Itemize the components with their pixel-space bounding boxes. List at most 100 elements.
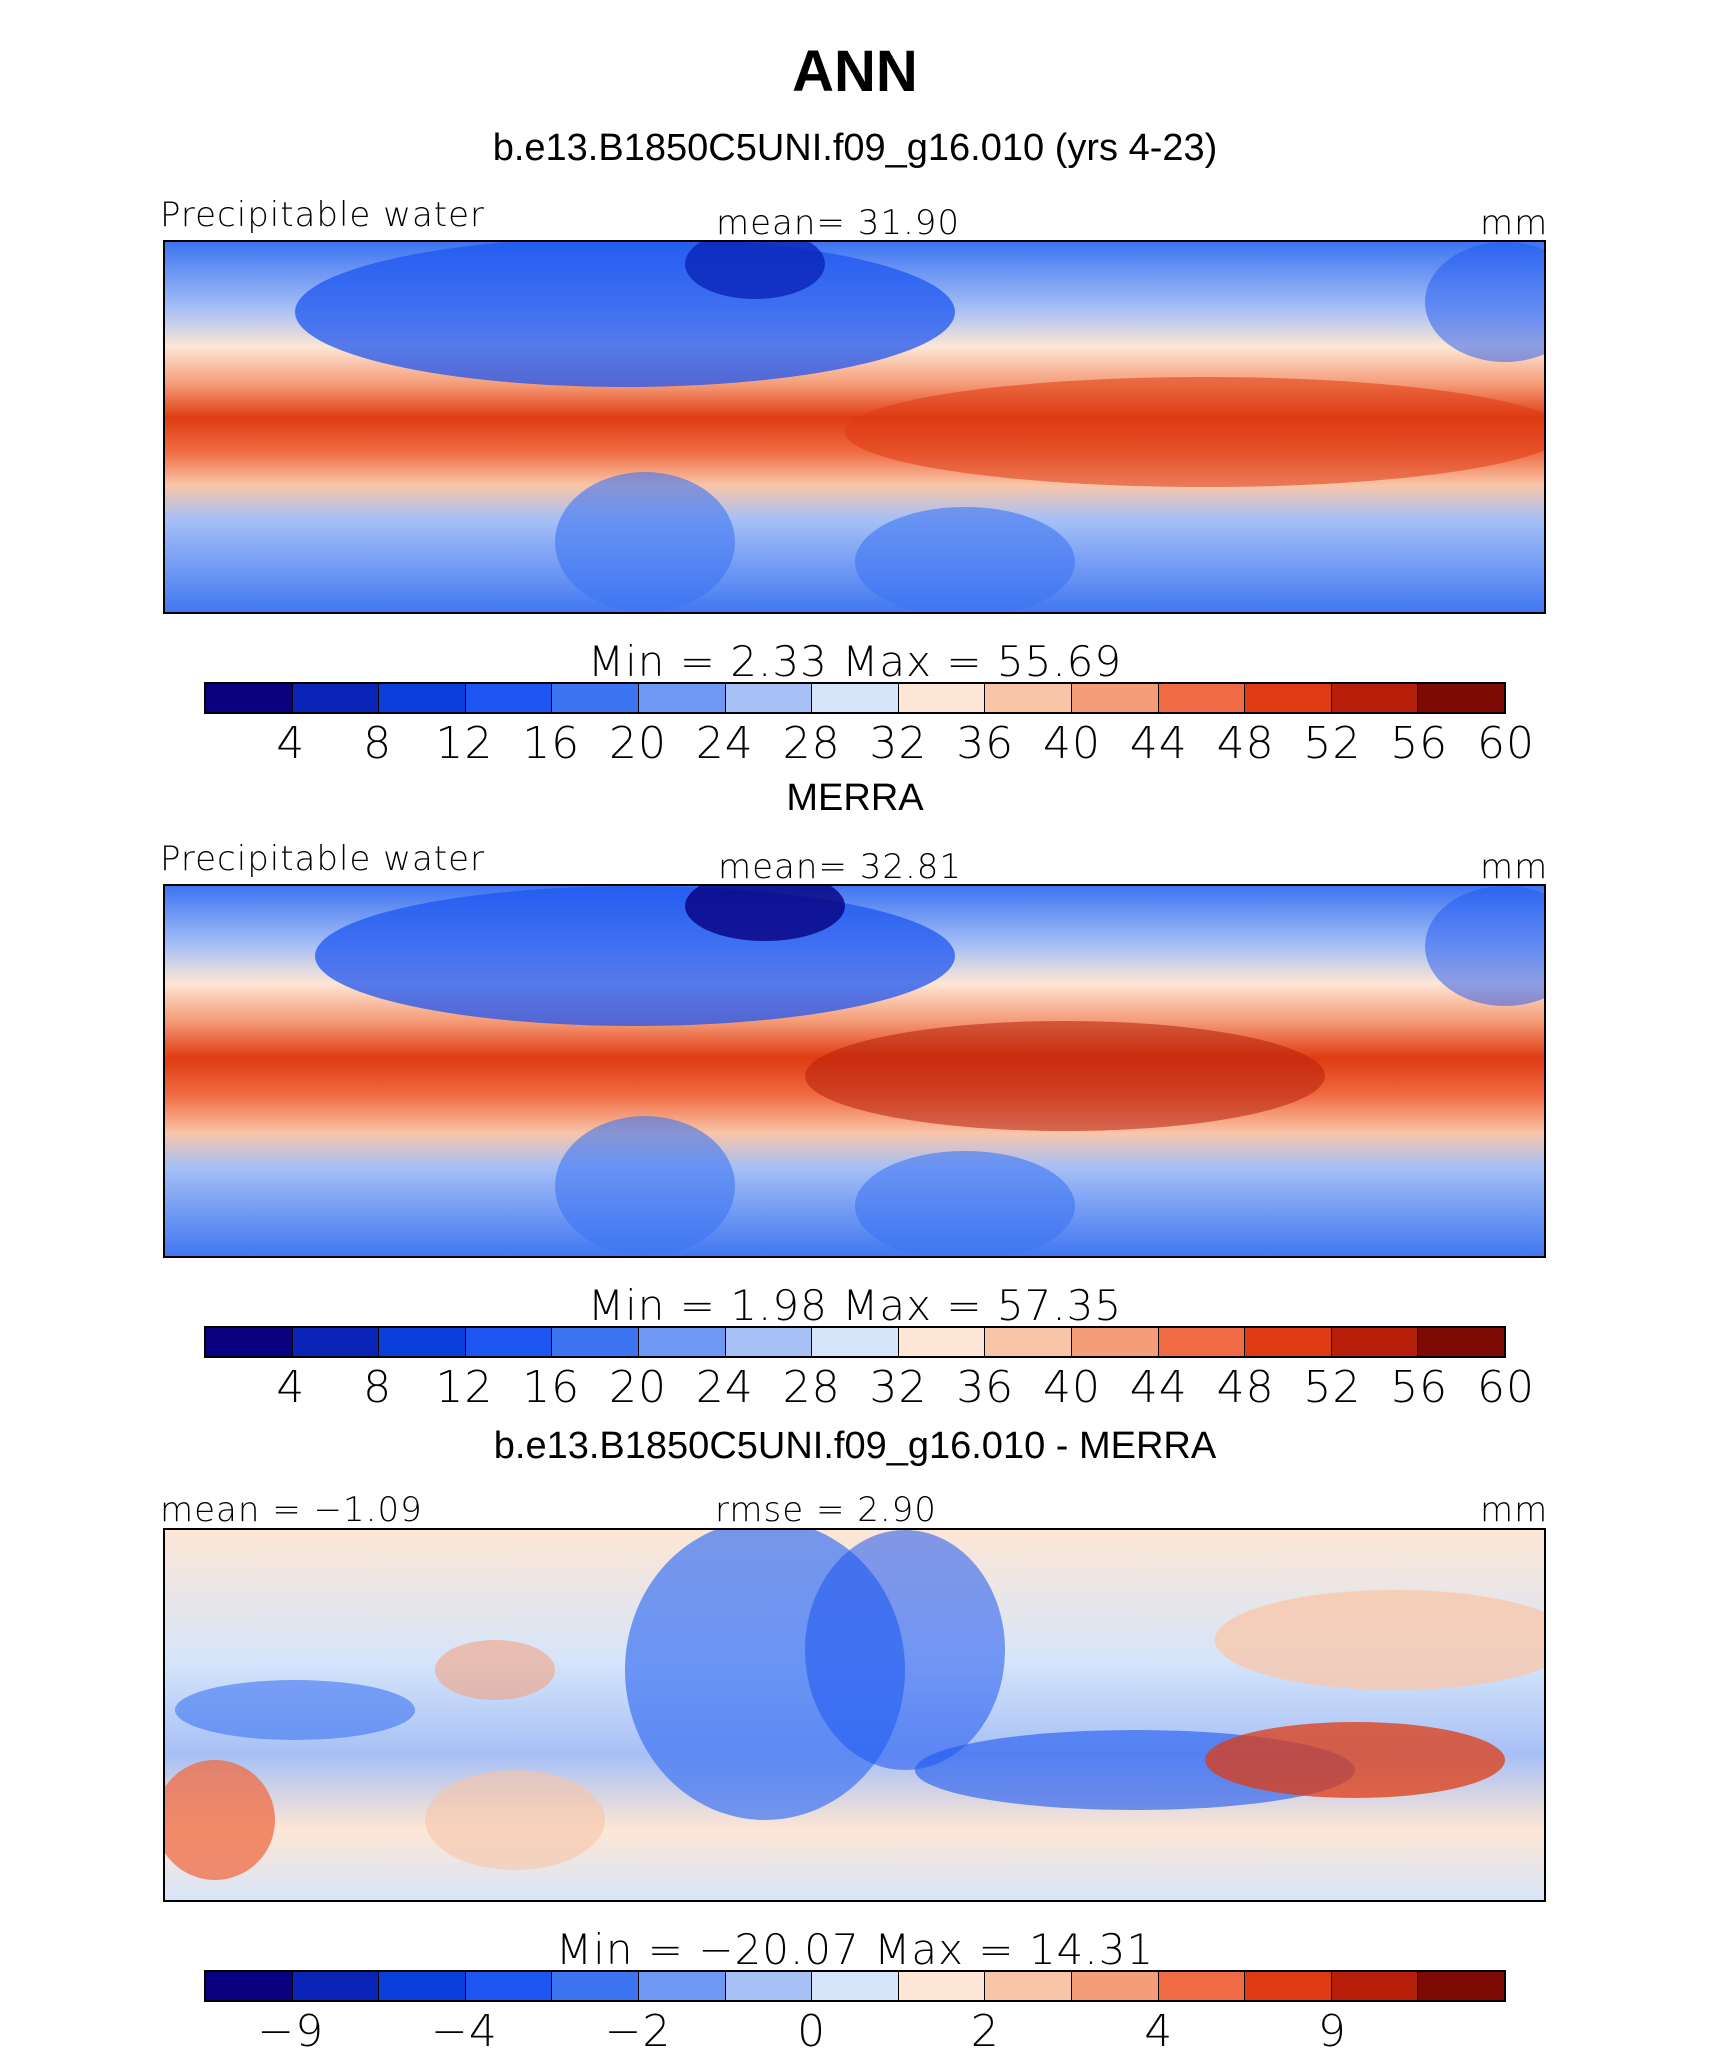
panel-1-map [163, 240, 1546, 614]
colorbar-tick-label: 32 [869, 1362, 928, 1413]
panel-1-title: b.e13.B1850C5UNI.f09_g16.010 (yrs 4-23) [492, 127, 1218, 169]
colorbar-segment [206, 1972, 293, 2000]
colorbar-segment [206, 1328, 293, 1356]
colorbar-segment [379, 1328, 466, 1356]
panel-2-map [163, 884, 1546, 1258]
colorbar-segment [1331, 1328, 1419, 1356]
colorbar-tick-label: 56 [1390, 718, 1449, 769]
colorbar-segment [552, 684, 639, 712]
colorbar-tick-label: 4 [1144, 2006, 1174, 2057]
colorbar-tick-label: 60 [1477, 1362, 1535, 1413]
colorbar-segment [898, 684, 986, 712]
colorbar-tick-label: −9 [257, 2006, 325, 2057]
panel-2-minmax: Min = 1.98 Max = 57.35 [587, 1281, 1123, 1330]
colorbar-tick-label: 28 [782, 718, 841, 769]
colorbar-tick-label: 24 [695, 718, 754, 769]
panel-2-field [165, 886, 1544, 1256]
figure-title: ANN [792, 39, 918, 104]
panel-2-title: MERRA [786, 777, 924, 819]
colorbar-tick-label: 48 [1216, 718, 1275, 769]
panel-3-minmax: Min = −20.07 Max = 14.31 [555, 1925, 1155, 1974]
colorbar-segment [292, 1328, 380, 1356]
colorbar-segment [1071, 684, 1159, 712]
colorbar-segment [638, 1328, 726, 1356]
colorbar-tick-label: 40 [1043, 1362, 1101, 1413]
colorbar-segment [1158, 684, 1246, 712]
panel-2-mean-label: mean= 32.81 [718, 847, 963, 887]
colorbar-segment [1418, 1328, 1504, 1356]
colorbar-segment [379, 684, 466, 712]
colorbar-segment [292, 684, 380, 712]
colorbar-tick-label: 56 [1390, 1362, 1449, 1413]
colorbar-segment [1071, 1328, 1159, 1356]
panel-1-colorbar [204, 682, 1506, 714]
colorbar-tick-label: 4 [276, 718, 306, 769]
colorbar-tick-label: 52 [1303, 1362, 1362, 1413]
colorbar-segment [985, 684, 1072, 712]
colorbar-segment [638, 684, 726, 712]
colorbar-segment [292, 1972, 380, 2000]
colorbar-segment [552, 1972, 639, 2000]
colorbar-segment [552, 1328, 639, 1356]
colorbar-tick-label: 12 [435, 1362, 494, 1413]
colorbar-tick-label: 44 [1129, 1362, 1188, 1413]
colorbar-tick-label: 44 [1129, 718, 1188, 769]
colorbar-segment [1418, 1972, 1504, 2000]
colorbar-tick-label: 48 [1216, 1362, 1275, 1413]
colorbar-tick-label: 0 [797, 2006, 827, 2057]
colorbar-segment [898, 1328, 986, 1356]
colorbar-tick-label: 52 [1303, 718, 1362, 769]
colorbar-tick-label: 36 [956, 1362, 1015, 1413]
panel-3-title: b.e13.B1850C5UNI.f09_g16.010 - MERRA [493, 1425, 1217, 1467]
colorbar-tick-label: 9 [1317, 2006, 1347, 2057]
colorbar-tick-label: 36 [956, 718, 1015, 769]
colorbar-segment [812, 1972, 899, 2000]
colorbar-tick-label: 16 [522, 718, 581, 769]
panel-3-field [165, 1530, 1544, 1900]
colorbar-segment [985, 1972, 1072, 2000]
colorbar-segment [1158, 1972, 1246, 2000]
colorbar-tick-label: 12 [435, 718, 494, 769]
panel-3-map [163, 1528, 1546, 1902]
colorbar-segment [812, 684, 899, 712]
colorbar-segment [725, 1972, 813, 2000]
colorbar-segment [725, 1328, 813, 1356]
colorbar-tick-label: 20 [609, 718, 667, 769]
colorbar-segment [1071, 1972, 1159, 2000]
panel-1-field [165, 242, 1544, 612]
colorbar-tick-label: −4 [430, 2006, 498, 2057]
colorbar-tick-label: 20 [609, 1362, 667, 1413]
colorbar-tick-label: 60 [1477, 718, 1535, 769]
colorbar-segment [725, 684, 813, 712]
panel-1-variable-label: Precipitable water [160, 195, 486, 235]
panel-2-colorbar [204, 1326, 1506, 1358]
colorbar-segment [379, 1972, 466, 2000]
colorbar-tick-label: 40 [1043, 718, 1101, 769]
panel-1-units: mm [1480, 203, 1549, 243]
colorbar-segment [985, 1328, 1072, 1356]
panel-3-units: mm [1480, 1490, 1549, 1530]
colorbar-tick-label: −2 [604, 2006, 672, 2057]
colorbar-tick-label: 28 [782, 1362, 841, 1413]
colorbar-tick-label: 24 [695, 1362, 754, 1413]
colorbar-tick-label: 16 [522, 1362, 581, 1413]
colorbar-segment [1245, 1328, 1332, 1356]
colorbar-segment [898, 1972, 986, 2000]
colorbar-tick-label: 4 [276, 1362, 306, 1413]
colorbar-tick-label: 2 [970, 2006, 1000, 2057]
colorbar-tick-label: 32 [869, 718, 928, 769]
panel-3-mean-label: mean = −1.09 [160, 1490, 423, 1530]
colorbar-segment [1418, 684, 1504, 712]
colorbar-tick-label: 8 [363, 718, 393, 769]
colorbar-segment [1245, 1972, 1332, 2000]
colorbar-segment [465, 684, 553, 712]
colorbar-segment [1158, 1328, 1246, 1356]
panel-2-variable-label: Precipitable water [160, 839, 486, 879]
colorbar-segment [812, 1328, 899, 1356]
colorbar-tick-label: 8 [363, 1362, 393, 1413]
colorbar-segment [465, 1328, 553, 1356]
colorbar-segment [465, 1972, 553, 2000]
panel-1-mean-label: mean= 31.90 [716, 203, 961, 243]
panel-1-minmax: Min = 2.33 Max = 55.69 [587, 637, 1123, 686]
colorbar-segment [1245, 684, 1332, 712]
